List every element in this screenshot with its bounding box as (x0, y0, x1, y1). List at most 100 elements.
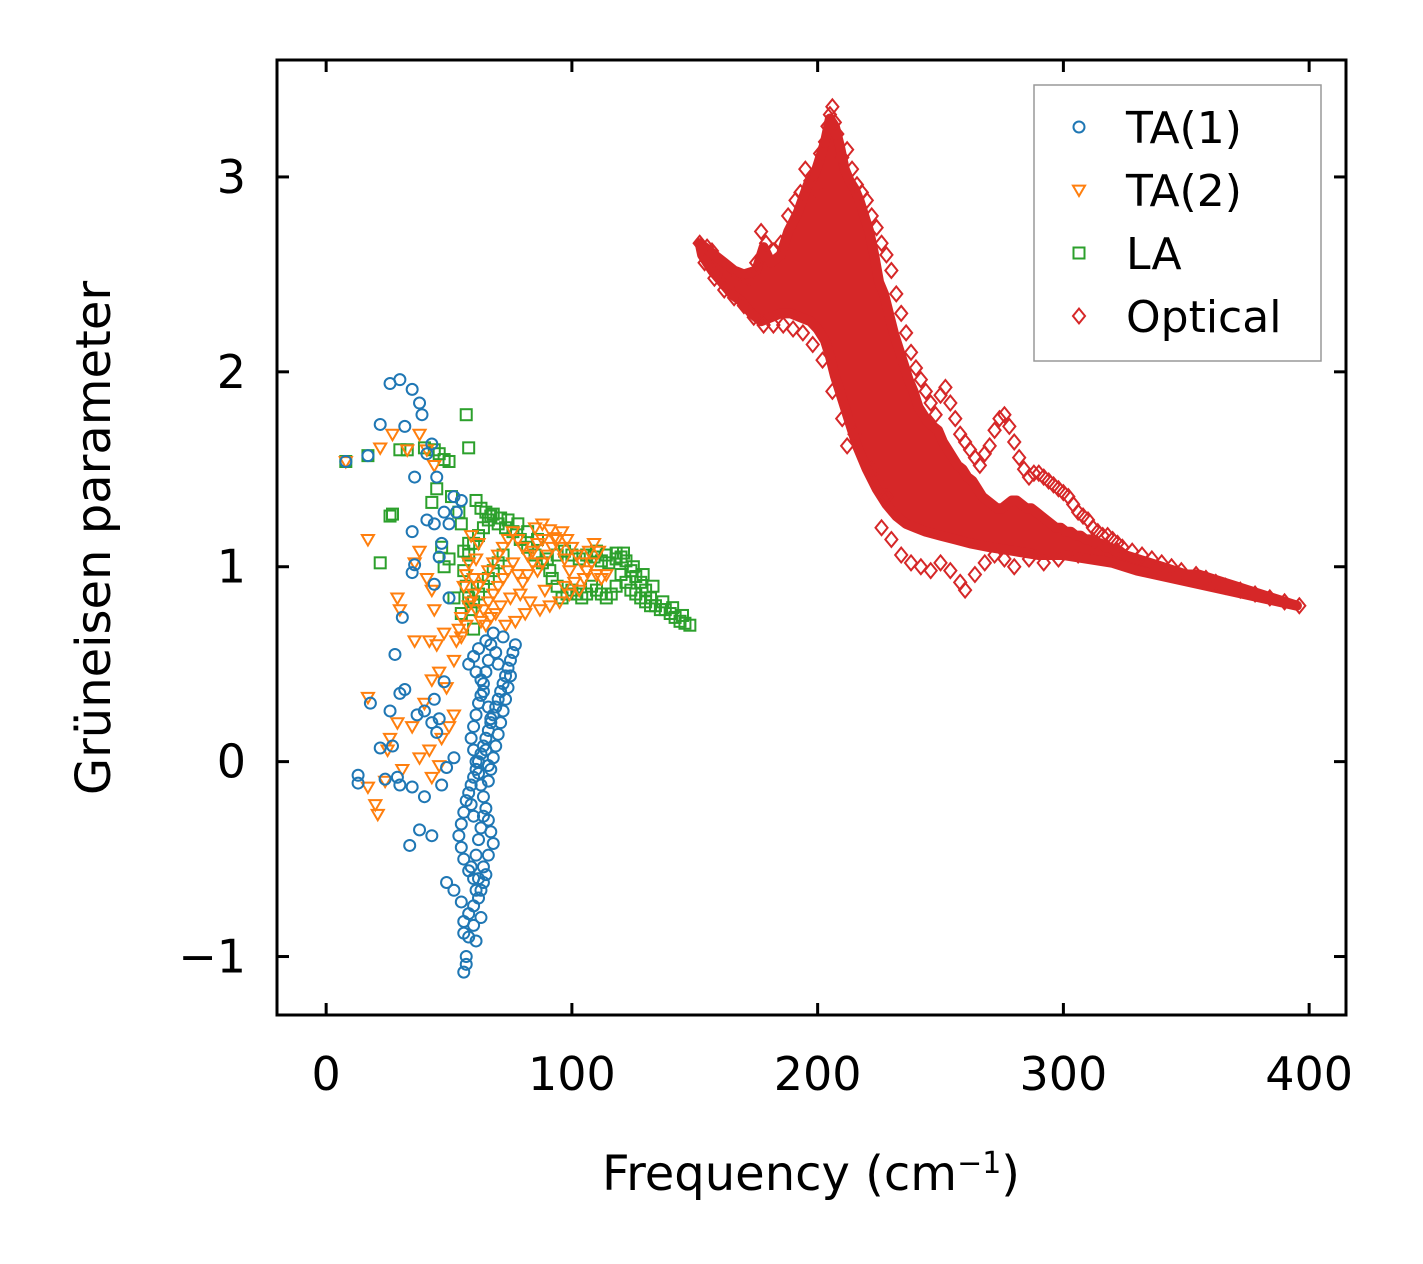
point-ta-2 (360, 781, 376, 796)
point-ta-2 (534, 534, 551, 548)
point-optical (825, 382, 840, 401)
point-optical (1144, 549, 1160, 568)
point-ta-2 (490, 549, 506, 564)
point-ta-1 (425, 437, 439, 451)
point-optical (893, 546, 909, 565)
point-ta-1 (405, 525, 419, 539)
point-ta-2 (541, 600, 558, 614)
point-ta-1 (393, 373, 407, 387)
point-ta-1 (454, 895, 468, 909)
legend-label-optical: Optical (1126, 292, 1281, 343)
point-ta-2 (483, 612, 499, 626)
y-tick-label: 3 (217, 150, 246, 204)
point-ta-2 (522, 596, 538, 610)
point-optical (1262, 588, 1278, 607)
point-optical (1011, 448, 1027, 467)
point-la (545, 571, 559, 585)
point-ta-2 (480, 565, 497, 579)
y-tick-label: 0 (217, 735, 246, 789)
x-tick-label: 0 (312, 1047, 341, 1101)
point-optical (893, 304, 909, 323)
point-ta-1 (467, 720, 481, 734)
point-ta-2 (377, 775, 393, 790)
point-la (496, 548, 510, 562)
point-ta-1 (481, 653, 495, 667)
point-ta-1 (503, 653, 517, 667)
point-ta-1 (393, 686, 407, 700)
y-tick-label: 2 (217, 345, 246, 399)
point-ta-1 (351, 768, 365, 782)
point-ta-1 (388, 647, 402, 661)
point-ta-2 (490, 580, 506, 595)
point-optical (1247, 585, 1263, 604)
point-la (383, 509, 397, 523)
point-la (484, 509, 498, 523)
point-ta-1 (469, 883, 483, 897)
point-ta-2 (512, 588, 529, 603)
point-optical (741, 269, 757, 288)
point-ta-1 (481, 700, 495, 714)
point-ta-1 (430, 725, 444, 739)
point-ta-2 (428, 639, 445, 653)
y-axis-label: Grüneisen parameter (66, 281, 122, 796)
point-optical (1232, 581, 1248, 600)
point-ta-2 (561, 565, 578, 579)
point-optical (1124, 542, 1140, 561)
point-optical (1051, 549, 1066, 568)
point-la (462, 441, 476, 455)
point-ta-1 (339, 454, 353, 468)
point-optical (997, 549, 1012, 568)
point-optical (1021, 549, 1037, 568)
point-ta-2 (389, 592, 406, 606)
point-la (646, 579, 660, 593)
point-optical (766, 316, 781, 335)
point-ta-1 (462, 657, 476, 671)
point-optical (773, 234, 789, 253)
point-ta-2 (556, 580, 573, 595)
point-ta-1 (499, 669, 513, 683)
point-optical (716, 280, 732, 299)
point-ta-1 (398, 419, 412, 433)
point-ta-2 (517, 608, 533, 622)
point-optical (839, 140, 855, 159)
point-ta-1 (496, 704, 510, 718)
point-ta-1 (457, 965, 471, 979)
point-ta-2 (514, 576, 531, 591)
point-optical (943, 561, 958, 580)
x-tick-label: 400 (1265, 1047, 1353, 1101)
point-optical (793, 183, 808, 202)
point-ta-2 (475, 604, 492, 618)
point-ta-2 (495, 541, 511, 556)
point-ta-1 (408, 470, 422, 484)
point-ta-1 (454, 493, 468, 507)
point-ta-2 (369, 808, 386, 823)
point-ta-2 (411, 545, 428, 560)
point-ta-1 (462, 930, 476, 944)
point-optical (812, 144, 828, 163)
point-ta-1 (413, 396, 427, 410)
point-ta-1 (432, 550, 446, 564)
point-optical (1154, 553, 1170, 572)
point-ta-1 (405, 780, 419, 794)
point-optical (692, 234, 708, 253)
point-ta-1 (474, 688, 488, 702)
point-optical (1208, 573, 1224, 592)
point-optical (972, 456, 988, 475)
point-ta-1 (474, 883, 488, 897)
point-ta-1 (506, 645, 520, 659)
point-ta-1 (467, 743, 481, 757)
point-optical (847, 425, 862, 444)
point-ta-1 (373, 741, 387, 755)
axes-frame (275, 58, 1348, 1017)
point-ta-2 (360, 534, 376, 548)
point-ta-1 (383, 704, 397, 718)
point-ta-1 (481, 759, 495, 773)
point-ta-2 (588, 569, 605, 583)
legend-label-la: LA (1126, 229, 1182, 280)
y-tick-label: 1 (217, 540, 246, 594)
point-ta-2 (384, 428, 401, 443)
point-ta-2 (578, 565, 595, 579)
point-ta-1 (408, 558, 422, 572)
point-ta-1 (479, 801, 493, 815)
point-optical (719, 265, 735, 284)
